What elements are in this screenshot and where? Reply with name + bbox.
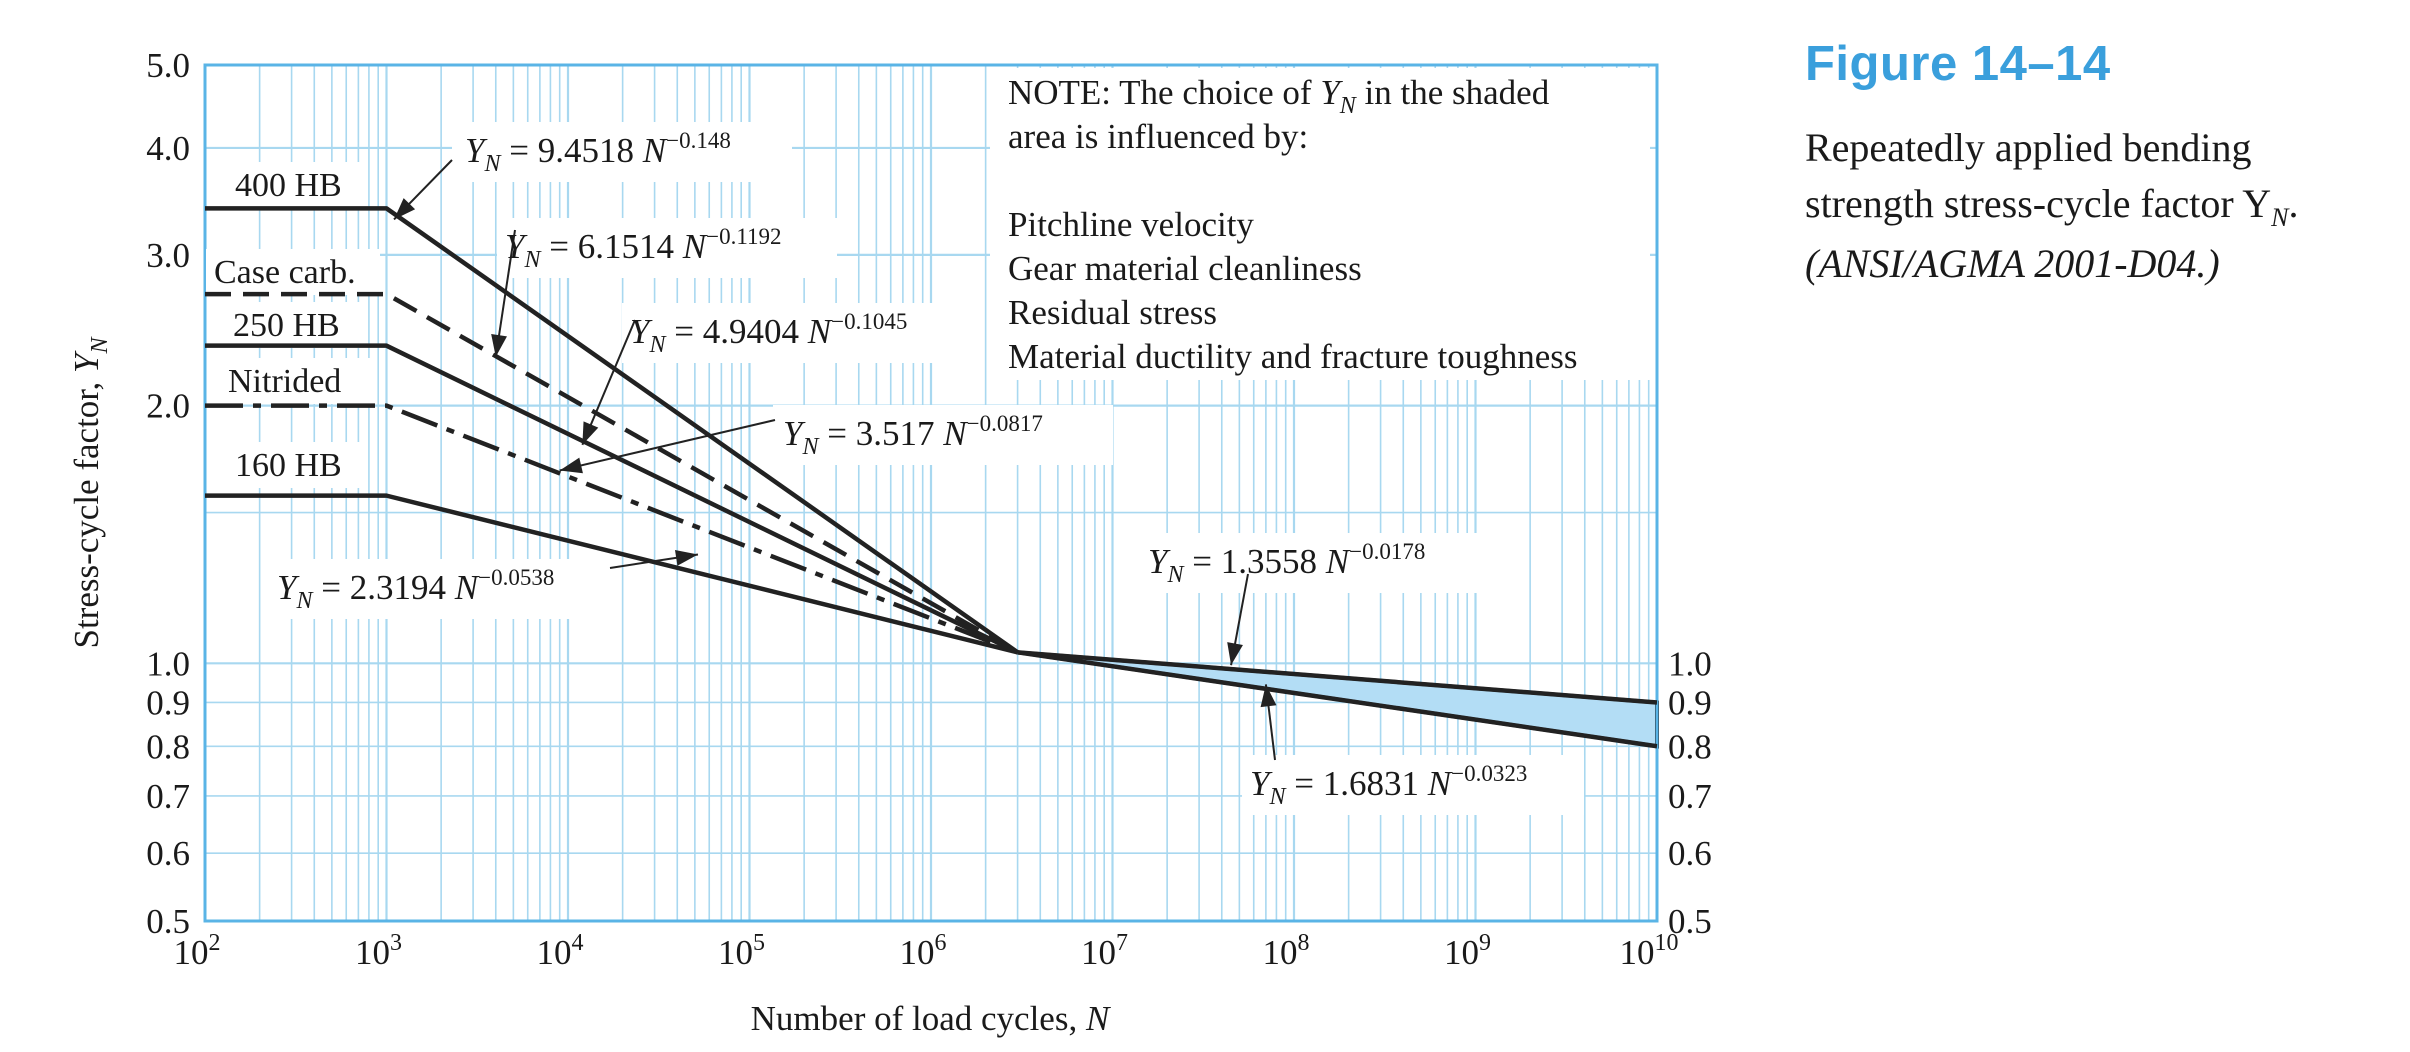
- x-tick-label: 105: [718, 930, 765, 972]
- y-tick-label-right: 1.0: [1668, 644, 1712, 683]
- series-case-carb: [205, 291, 1019, 655]
- figure-caption-text: Repeatedly applied bending strength stre…: [1805, 125, 2299, 287]
- y-tick-label-left: 0.9: [146, 683, 190, 722]
- equation-upper-bound: YN = 1.3558 N−0.0178: [1148, 539, 1425, 588]
- x-axis-title: Number of load cycles, N: [751, 999, 1111, 1038]
- equation-arrow-head: [394, 198, 416, 220]
- x-tick-label: 106: [900, 930, 947, 972]
- x-axis-title-text: Number of load cycles,: [751, 999, 1086, 1038]
- plot-frame: [203, 63, 1659, 923]
- figure-source: (ANSI/AGMA 2001-D04.): [1805, 241, 2220, 287]
- label-160hb: 160 HB: [235, 447, 342, 484]
- y-axis-title: Stress-cycle factor, YN: [67, 335, 113, 648]
- y-tick-label-left: 0.6: [146, 834, 190, 873]
- series-bound-5: [1017, 650, 1658, 705]
- series-250-hb: [205, 343, 1019, 655]
- x-tick-label: 1010: [1620, 930, 1679, 972]
- label-250hb: 250 HB: [233, 307, 340, 344]
- y-tick-label-left: 4.0: [146, 129, 190, 168]
- series-160-hb: [205, 493, 1019, 655]
- note-item-residual-stress: Residual stress: [1008, 293, 1217, 332]
- y-tick-label-left: 0.8: [146, 727, 190, 766]
- note-line-2: area is influenced by:: [1008, 117, 1308, 156]
- note-item-velocity: Pitchline velocity: [1008, 205, 1254, 244]
- series-layer: [205, 206, 1658, 749]
- material-labels: 400 HB Case carb. 250 HB Nitrided 160 HB: [214, 167, 356, 484]
- y-tick-label-right: 0.7: [1668, 777, 1712, 816]
- label-400hb: 400 HB: [235, 167, 342, 204]
- x-tick-label: 104: [537, 930, 584, 972]
- label-backgrounds: [206, 68, 1650, 815]
- x-tick-label: 109: [1444, 930, 1491, 972]
- y-tick-label-left: 3.0: [146, 236, 190, 275]
- equation-case-carb: YN = 6.1514 N−0.1192: [505, 224, 781, 273]
- x-tick-label: 103: [355, 930, 402, 972]
- equation-arrow-head: [559, 457, 583, 474]
- equation-160hb: YN = 2.3194 N−0.0538: [277, 565, 554, 614]
- equation-arrow-head: [1227, 642, 1243, 666]
- y-tick-label-left: 5.0: [146, 46, 190, 85]
- label-nitrided: Nitrided: [228, 363, 341, 400]
- y-tick-label-left: 1.0: [146, 644, 190, 683]
- x-tick-label: 102: [174, 930, 221, 972]
- equation-arrow-line: [581, 319, 636, 446]
- equation-nitrided: YN = 3.517 N−0.0817: [783, 411, 1043, 460]
- note-item-cleanliness: Gear material cleanliness: [1008, 249, 1362, 288]
- equation-400hb: YN = 9.4518 N−0.148: [465, 128, 731, 177]
- series-bound-6: [1017, 650, 1658, 749]
- note-line-1: NOTE: The choice of YN in the shaded: [1008, 73, 1550, 119]
- series-nitrided: [205, 403, 1019, 655]
- equation-arrow-head: [674, 549, 698, 566]
- note-block: NOTE: The choice of YN in the shaded are…: [1008, 73, 1578, 376]
- y-tick-label-right: 0.9: [1668, 683, 1712, 722]
- y-tick-label-right: 0.8: [1668, 727, 1712, 766]
- equation-250hb: YN = 4.9404 N−0.1045: [630, 309, 907, 358]
- stress-cycle-chart: 400 HB Case carb. 250 HB Nitrided 160 HB…: [67, 46, 1712, 1038]
- y-tick-label-left: 2.0: [146, 387, 190, 426]
- series-400-hb: [205, 206, 1019, 655]
- figure-caption: Figure 14–14 Repeatedly applied bending …: [1805, 36, 2365, 292]
- equation-labels: YN = 9.4518 N−0.148 YN = 6.1514 N−0.1192…: [277, 128, 1527, 810]
- equation-arrow-head: [1260, 684, 1277, 708]
- y-tick-label-right: 0.6: [1668, 834, 1712, 873]
- equation-arrows: [393, 159, 1277, 761]
- tick-labels: 102 103 104 105 106 107 108 109 1010 5.0 4.0 3.0 2.0…: [146, 46, 1712, 972]
- x-tick-label: 107: [1081, 930, 1128, 972]
- x-tick-label: 108: [1263, 930, 1310, 972]
- y-tick-label-left: 0.5: [146, 902, 190, 941]
- equation-arrow-head: [491, 333, 507, 357]
- equation-arrow-line: [559, 419, 776, 472]
- y-tick-label-right: 0.5: [1668, 902, 1712, 941]
- equation-arrow-head: [582, 421, 599, 445]
- y-tick-label-left: 0.7: [146, 777, 190, 816]
- equation-lower-bound: YN = 1.6831 N−0.0323: [1250, 761, 1527, 810]
- figure-title: Figure 14–14: [1805, 37, 2111, 91]
- note-item-ductility: Material ductility and fracture toughnes…: [1008, 337, 1578, 376]
- label-case-carb: Case carb.: [214, 254, 356, 291]
